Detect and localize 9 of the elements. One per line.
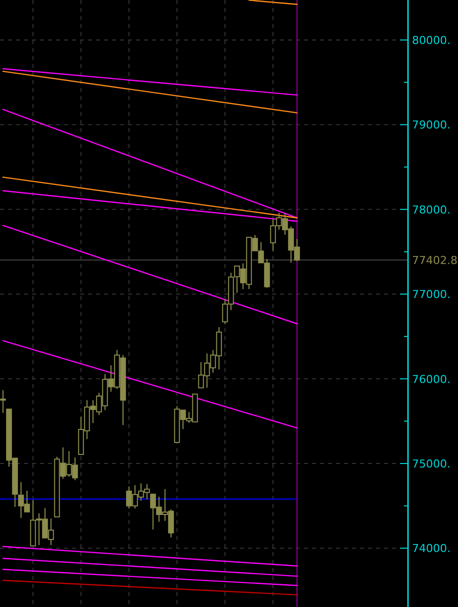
candlestick (0, 390, 6, 414)
y-tick-label: 79000. (412, 118, 450, 132)
y-tick-label: 75000. (412, 458, 450, 471)
y-tick-label: 76000. (412, 372, 450, 386)
y-tick-label: 77000. (412, 288, 450, 302)
y-tick-label: 78000. (412, 203, 450, 216)
y-tick-label: 74000. (412, 542, 450, 556)
ref-line-label: 77402.8 (412, 254, 458, 267)
y-tick-label: 80000. (412, 34, 450, 47)
